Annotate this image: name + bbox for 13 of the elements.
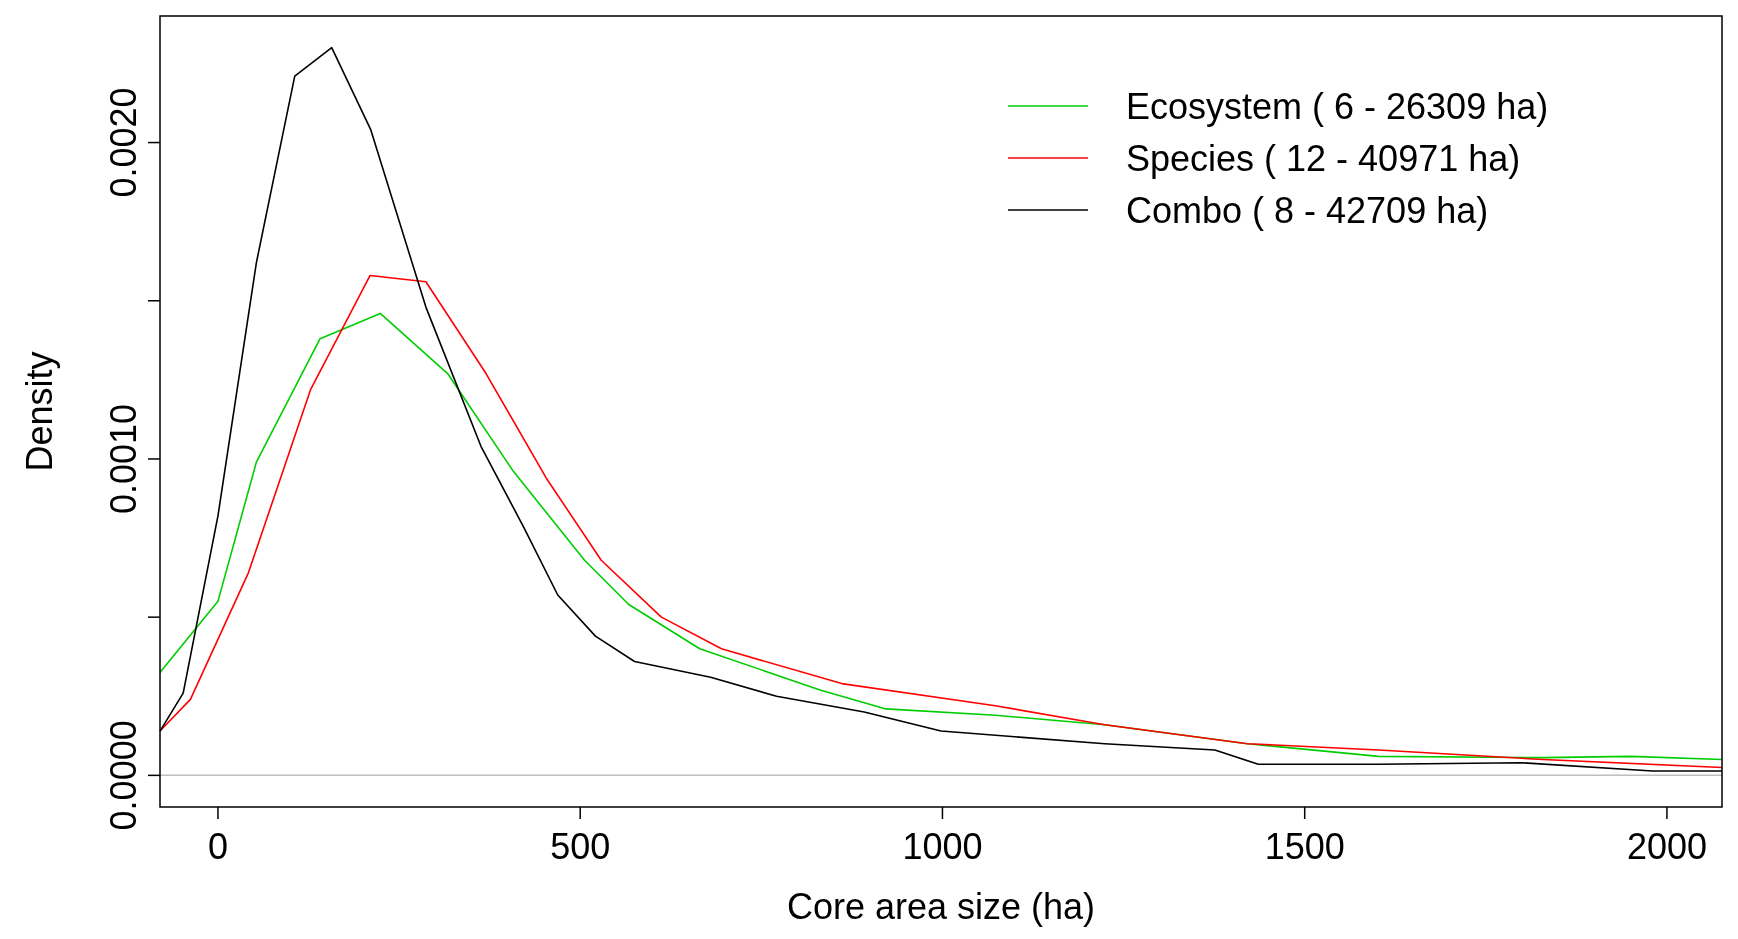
legend-label: Ecosystem ( 6 - 26309 ha) <box>1126 86 1549 127</box>
y-axis-title: Density <box>19 351 60 472</box>
x-tick-label: 0 <box>207 826 228 867</box>
x-axis-title: Core area size (ha) <box>786 886 1096 927</box>
y-tick-label: 0.0010 <box>103 403 144 515</box>
x-tick-label: 2000 <box>1626 826 1707 867</box>
legend-label: Combo ( 8 - 42709 ha) <box>1126 190 1489 231</box>
x-tick-label: 1000 <box>902 826 983 867</box>
legend-label: Species ( 12 - 40971 ha) <box>1126 138 1521 179</box>
y-tick-label: 0.0020 <box>103 87 144 198</box>
y-tick-label: 0.0000 <box>103 720 144 831</box>
x-tick-label: 1500 <box>1264 826 1345 867</box>
x-tick-label: 500 <box>550 826 611 867</box>
